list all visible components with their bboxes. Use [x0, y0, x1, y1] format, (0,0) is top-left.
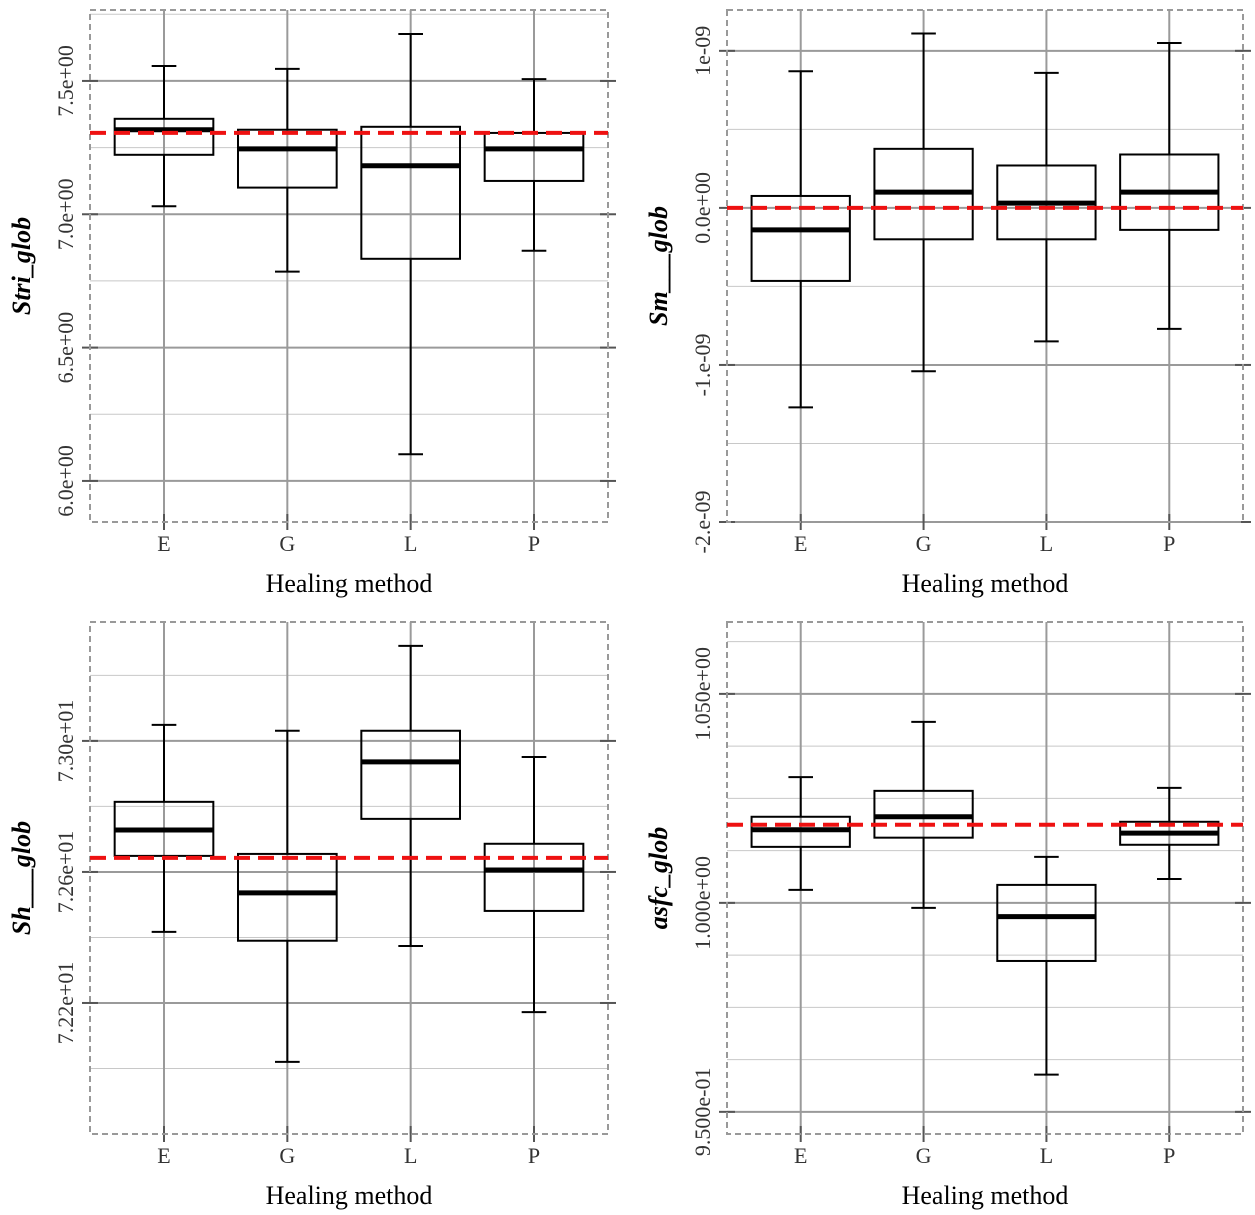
- x-axis-title: Healing method: [266, 1181, 433, 1210]
- x-tick-label: E: [794, 531, 807, 556]
- y-tick-label: 7.30e+01: [53, 700, 78, 783]
- y-tick-label: 7.26e+01: [53, 831, 78, 914]
- panel-border: [726, 621, 1244, 1135]
- panel-border: [726, 9, 1244, 523]
- x-tick-label: P: [528, 531, 540, 556]
- y-tick-label: 7.22e+01: [53, 962, 78, 1045]
- box: [113, 117, 215, 156]
- y-axis-title: asfc_glob: [644, 827, 673, 930]
- x-tick-label: G: [279, 1143, 295, 1168]
- x-tick-label: L: [1040, 1143, 1053, 1168]
- x-tick-label: E: [157, 1143, 170, 1168]
- y-tick-label: 7.5e+00: [53, 45, 78, 117]
- box: [750, 194, 851, 282]
- y-tick-label: 6.0e+00: [53, 445, 78, 517]
- box: [873, 789, 974, 839]
- box: [237, 852, 338, 942]
- box: [483, 842, 585, 912]
- x-tick-label: L: [404, 1143, 417, 1168]
- panel-border: [89, 621, 609, 1135]
- x-axis-title: Healing method: [266, 569, 433, 598]
- y-tick-label: 1.000e+00: [690, 856, 715, 950]
- y-tick-label: 6.5e+00: [53, 312, 78, 384]
- box: [360, 729, 462, 820]
- y-tick-label: -2.e-09: [690, 491, 715, 554]
- box: [996, 883, 1097, 962]
- panel-border: [89, 9, 609, 523]
- x-tick-label: G: [916, 531, 932, 556]
- x-tick-label: G: [279, 531, 295, 556]
- x-tick-label: L: [404, 531, 417, 556]
- y-axis-title: Sh___glob: [7, 821, 36, 935]
- y-tick-label: 9.500e-01: [690, 1068, 715, 1157]
- y-axis-title: Stri_glob: [7, 217, 36, 315]
- y-tick-label: 0.0e+00: [690, 172, 715, 244]
- x-tick-label: L: [1040, 531, 1053, 556]
- box: [360, 125, 462, 260]
- y-tick-label: 7.0e+00: [53, 178, 78, 250]
- box: [237, 128, 338, 189]
- x-tick-label: P: [1163, 1143, 1175, 1168]
- x-tick-label: P: [528, 1143, 540, 1168]
- x-axis-title: Healing method: [902, 569, 1069, 598]
- x-tick-label: E: [157, 531, 170, 556]
- y-tick-label: -1.e-09: [690, 333, 715, 396]
- y-tick-label: 1e-09: [690, 26, 715, 76]
- x-tick-label: P: [1163, 531, 1175, 556]
- x-axis-title: Healing method: [902, 1181, 1069, 1210]
- x-tick-label: E: [794, 1143, 807, 1168]
- y-axis-title: Sm___glob: [644, 206, 673, 326]
- x-tick-label: G: [916, 1143, 932, 1168]
- y-tick-label: 1.050e+00: [690, 647, 715, 741]
